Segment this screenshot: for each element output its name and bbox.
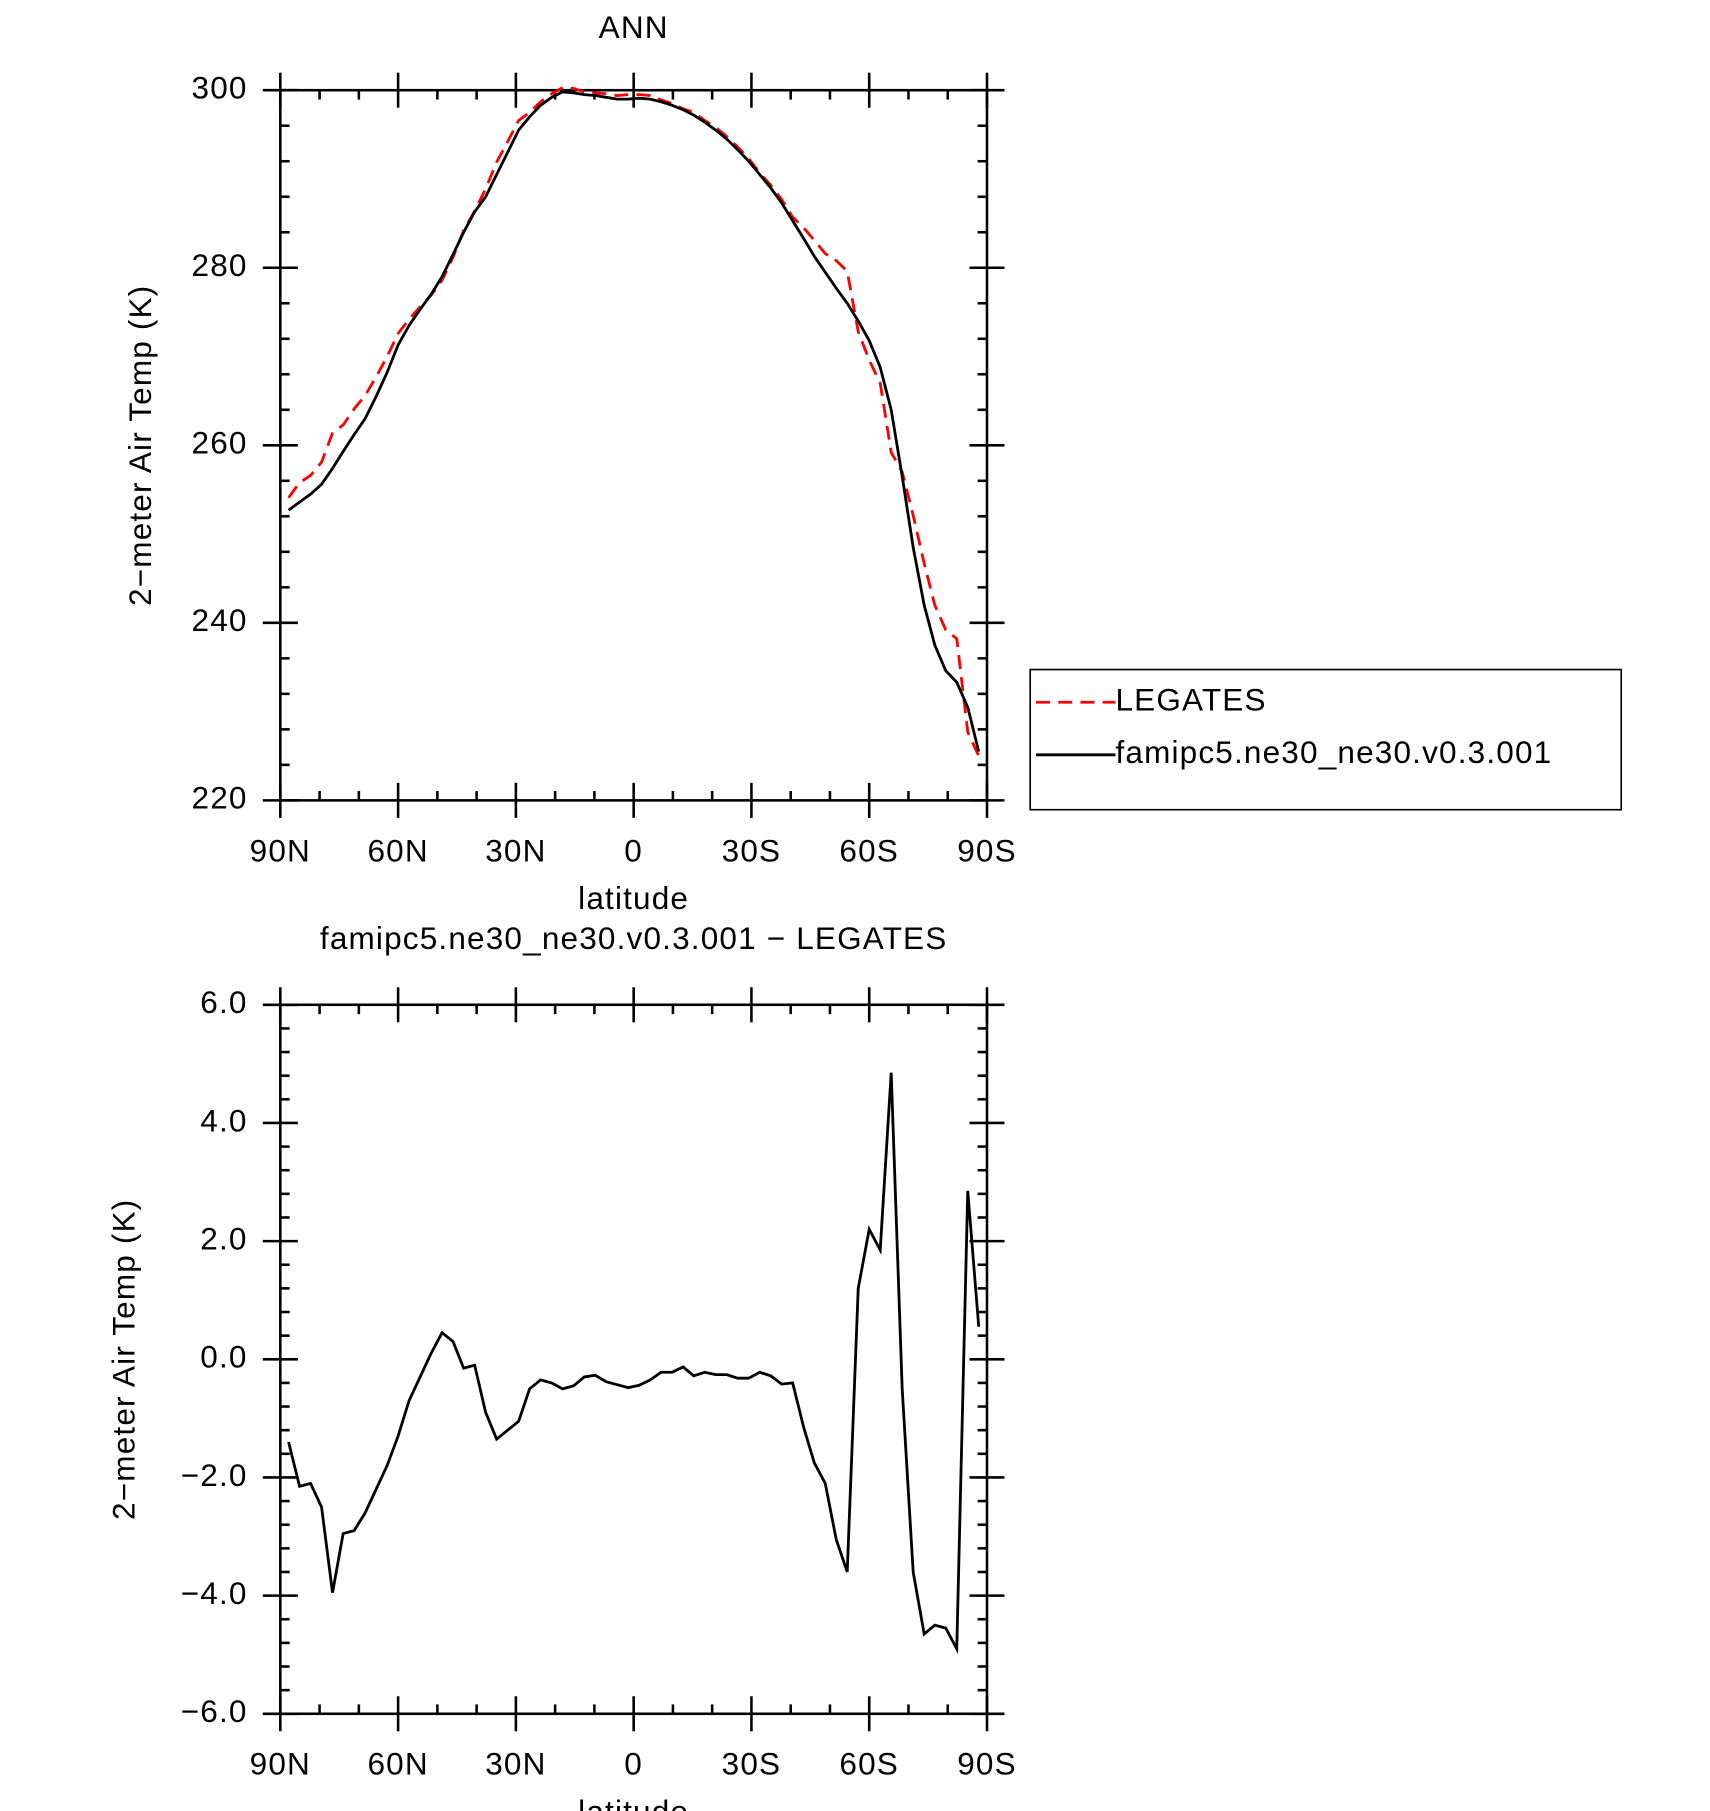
x-tick-label: 30S [722,832,782,868]
y-tick-label: 2.0 [200,1220,247,1256]
y-tick-label: 300 [192,70,248,106]
y-tick-label: −2.0 [181,1457,248,1493]
x-tick-label: 30S [722,1746,782,1782]
x-tick-label: 60N [367,832,428,868]
y-tick-label: 0.0 [200,1339,247,1375]
y-tick-label: −6.0 [181,1693,248,1729]
y-tick-label: 4.0 [200,1102,247,1138]
y-tick-label: 280 [192,247,248,283]
x-tick-label: 0 [624,832,643,868]
plot-frame [279,1003,989,1716]
x-tick-label: 60S [839,1746,899,1782]
y-tick-label: 6.0 [200,984,247,1020]
x-axis-label: latitude [578,880,689,916]
x-axis-label: latitude [578,1794,689,1811]
x-tick-label: 90S [957,832,1017,868]
y-tick-label: 220 [192,780,248,816]
data-line [287,90,981,752]
x-tick-label: 60S [839,832,899,868]
legend-box [1029,668,1623,811]
data-line [287,86,981,757]
plot-frame [279,88,989,802]
y-axis-label: 2−meter Air Temp (K) [105,1199,141,1520]
x-tick-label: 90S [957,1746,1017,1782]
data-line [287,1072,981,1655]
chart-title: famipc5.ne30_ne30.v0.3.001 − LEGATES [320,920,948,956]
x-tick-label: 30N [485,832,546,868]
y-tick-label: 240 [192,602,248,638]
x-tick-label: 30N [485,1746,546,1782]
legend-label: LEGATES [1115,682,1266,718]
x-tick-label: 90N [250,1746,311,1782]
y-axis-label: 2−meter Air Temp (K) [122,285,158,606]
x-tick-label: 90N [250,832,311,868]
y-tick-label: 260 [192,425,248,461]
x-tick-label: 60N [367,1746,428,1782]
y-tick-label: −4.0 [181,1575,248,1611]
x-tick-label: 0 [624,1746,643,1782]
legend-label: famipc5.ne30_ne30.v0.3.001 [1115,734,1552,770]
chart-title: ANN [599,9,669,45]
